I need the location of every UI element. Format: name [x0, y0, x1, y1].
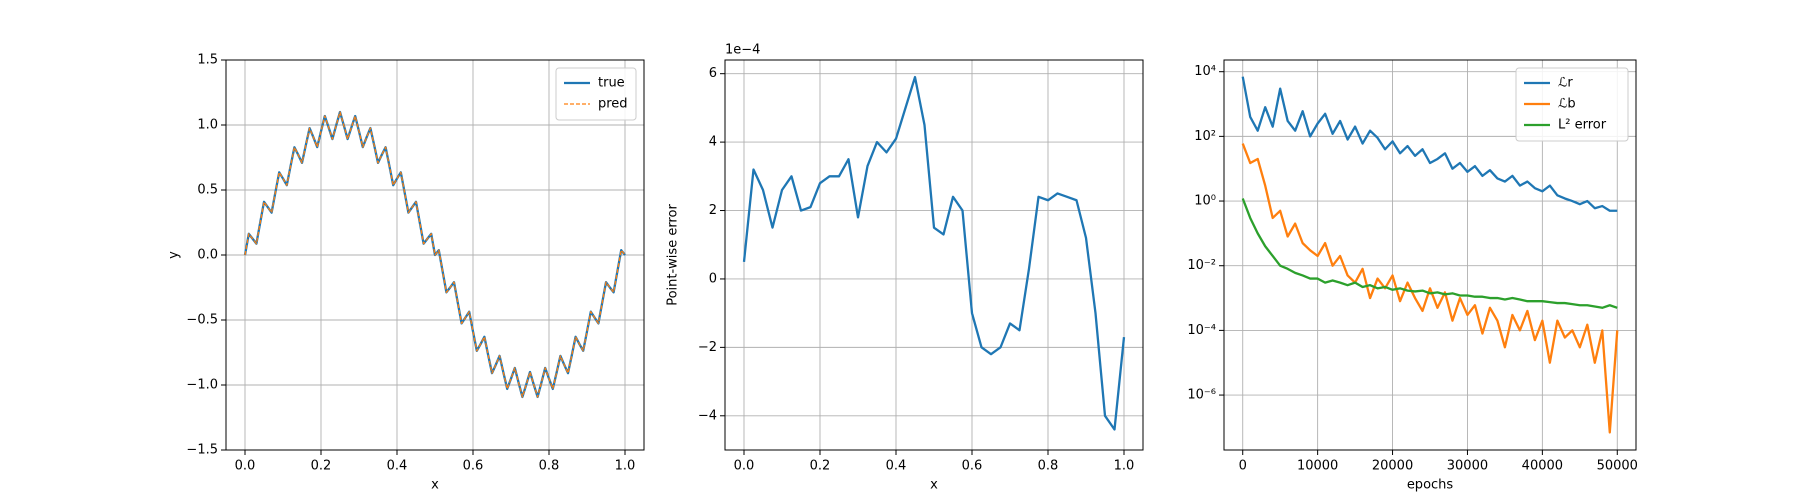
y-tick-label: 10⁰: [1194, 194, 1216, 209]
y-tick-label: 10⁻²: [1187, 258, 1216, 273]
y-tick-label: 2: [709, 203, 717, 218]
legend-label: ℒr: [1558, 76, 1573, 91]
legend-label: L² error: [1558, 118, 1607, 133]
x-tick-label: 0: [1239, 459, 1247, 474]
axes-frame: [724, 59, 1144, 451]
axes-frame: [225, 59, 645, 451]
y-tick-label: −2: [698, 340, 717, 355]
legend-label: ℒb: [1558, 97, 1576, 112]
y-tick-label: 0.0: [197, 248, 218, 263]
legend-box: [1515, 67, 1629, 142]
x-tick-label: 10000: [1297, 459, 1338, 474]
y-tick-label: −0.5: [186, 313, 218, 328]
y-tick-label: 6: [709, 66, 717, 81]
x-tick-label: 0.2: [810, 459, 831, 474]
y-axis-label: y: [167, 251, 182, 259]
data-line: [742, 75, 1126, 431]
y-tick-label: −4: [698, 408, 717, 423]
x-tick-label: 0.4: [886, 459, 907, 474]
y-tick-label: 4: [709, 135, 717, 150]
y-tick-label: 1.5: [197, 53, 218, 68]
y-tick-label: 0: [709, 271, 717, 286]
panel: 0.0 0.2 0.4 0.6 0.8 1.0 −4 −2 0 2 4 6 x Point-wise er…: [666, 43, 1144, 493]
offset-label: 1e−4: [725, 43, 760, 58]
x-tick-label: 0.8: [539, 459, 560, 474]
axes-frame: [1223, 59, 1637, 451]
y-tick-label: 1.0: [197, 118, 218, 133]
legend-box: [555, 67, 637, 121]
x-tick-label: 0.8: [1038, 459, 1059, 474]
x-tick-label: 40000: [1522, 459, 1563, 474]
x-tick-label: 0.4: [387, 459, 408, 474]
y-tick-label: −1.0: [186, 378, 218, 393]
data-line: [1241, 198, 1618, 309]
x-tick-label: 50000: [1597, 459, 1638, 474]
legend-label: true: [598, 76, 625, 91]
data-line: [1241, 143, 1619, 434]
x-tick-label: 1.0: [1114, 459, 1135, 474]
x-tick-label: 0.6: [962, 459, 983, 474]
x-tick-label: 0.0: [734, 459, 755, 474]
data-line: [1241, 76, 1618, 212]
y-axis-label: Point-wise error: [666, 204, 681, 306]
y-tick-label: 0.5: [197, 183, 218, 198]
x-tick-label: 0.6: [463, 459, 484, 474]
panel: 0 10000 20000 30000 40000 50000 10⁻⁶ 10⁻⁴ 10⁻² 10…: [1187, 59, 1638, 493]
x-axis-label: epochs: [1407, 478, 1454, 493]
x-tick-label: 20000: [1372, 459, 1413, 474]
x-tick-label: 0.2: [311, 459, 332, 474]
data-line: [244, 111, 626, 398]
x-axis-label: x: [431, 478, 439, 493]
y-tick-label: 10²: [1194, 129, 1216, 144]
y-tick-label: 10⁻⁴: [1187, 323, 1216, 338]
x-axis-label: x: [930, 478, 938, 493]
y-tick-label: 10⁻⁶: [1187, 388, 1216, 403]
y-tick-label: 10⁴: [1194, 64, 1216, 79]
y-tick-label: −1.5: [186, 443, 218, 458]
x-tick-label: 1.0: [615, 459, 636, 474]
legend-label: pred: [598, 97, 628, 112]
x-tick-label: 0.0: [235, 459, 256, 474]
panel: 0.0 0.2 0.4 0.6 0.8 1.0 −1.5 −1.0 −0.5 0.0 0.5 1.0 1…: [167, 53, 645, 493]
x-tick-label: 30000: [1447, 459, 1488, 474]
